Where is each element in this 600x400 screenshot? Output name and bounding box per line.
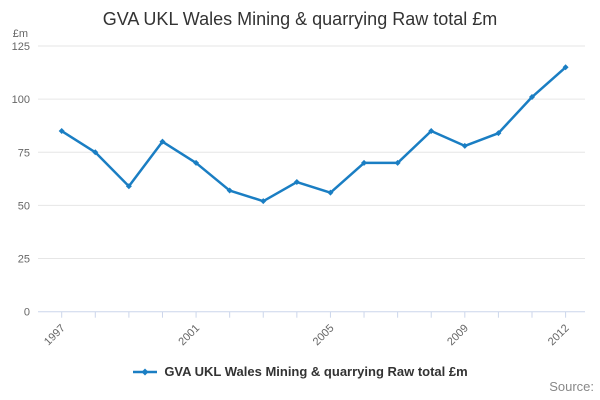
x-tick-label: 1997: [42, 322, 68, 348]
y-axis-unit-label: £m: [12, 28, 28, 40]
y-tick-label: 75: [18, 147, 30, 159]
source-label: Source:: [549, 379, 594, 394]
y-tick-label: 50: [18, 200, 30, 212]
data-point-marker: [428, 128, 435, 135]
x-tick-label: 2001: [176, 322, 202, 348]
y-tick-label: 125: [12, 41, 30, 53]
data-point-marker: [361, 159, 368, 166]
legend-label: GVA UKL Wales Mining & quarrying Raw tot…: [164, 364, 468, 379]
x-tick-label: 2012: [546, 322, 572, 348]
data-point-marker: [394, 159, 401, 166]
data-point-marker: [92, 149, 99, 156]
data-point-marker: [159, 138, 166, 145]
data-point-marker: [193, 159, 200, 166]
data-point-marker: [495, 130, 502, 137]
data-point-marker: [562, 64, 569, 71]
data-point-marker: [327, 189, 334, 196]
data-point-marker: [529, 94, 536, 101]
data-point-marker: [58, 128, 65, 135]
data-point-marker: [461, 142, 468, 149]
legend[interactable]: GVA UKL Wales Mining & quarrying Raw tot…: [0, 365, 600, 378]
y-tick-label: 100: [12, 94, 30, 106]
x-tick-label: 2005: [311, 322, 337, 348]
data-point-marker: [293, 179, 300, 186]
data-point-marker: [125, 183, 132, 190]
data-point-marker: [260, 198, 267, 205]
series-line: [60, 66, 567, 203]
chart-title: GVA UKL Wales Mining & quarrying Raw tot…: [102, 9, 498, 29]
y-tick-label: 0: [24, 307, 30, 319]
legend-marker-icon: [141, 368, 149, 375]
legend-series-symbol: [133, 368, 158, 375]
data-point-marker: [226, 187, 233, 194]
x-tick-label: 2009: [445, 322, 471, 348]
y-tick-label: 25: [18, 254, 30, 266]
